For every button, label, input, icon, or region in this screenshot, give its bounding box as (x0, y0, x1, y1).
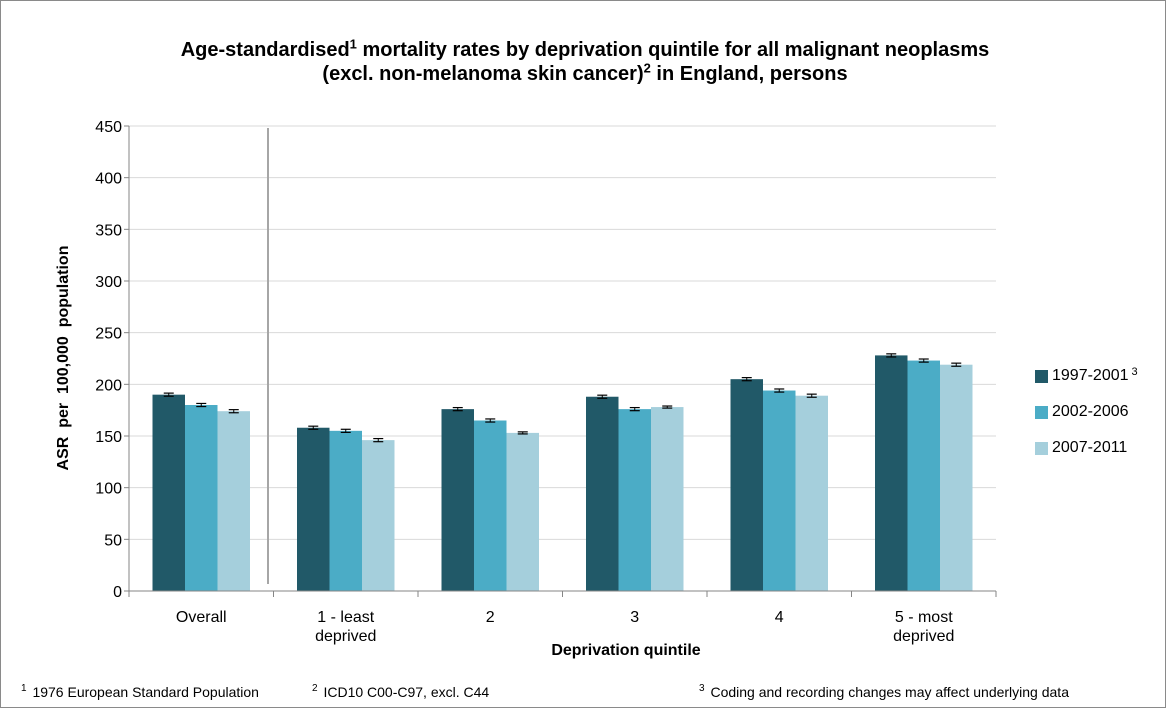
footnote-superscript: 3 (699, 683, 705, 695)
y-tick-label: 450 (95, 119, 122, 136)
x-tick-label-line: 1 - least (317, 609, 374, 626)
x-tick-label-line: deprived (893, 628, 954, 645)
footnotes: 1 1976 European Standard Population 2 IC… (0, 684, 1166, 706)
x-tick-label: 2 (486, 609, 495, 626)
legend-swatch (1035, 441, 1048, 455)
bar (152, 394, 185, 591)
y-tick-label: 0 (113, 584, 122, 601)
bar (474, 420, 507, 591)
y-tick-label: 250 (95, 326, 122, 343)
y-axis-label: ASR per 100,000 population (55, 246, 72, 471)
footnote-2: 2 ICD10 C00-C97, excl. C44 (312, 684, 489, 700)
x-tick-label-line: 3 (630, 609, 639, 626)
x-tick-label-line: 2 (486, 609, 495, 626)
x-tick-label: 5 - most deprived (893, 609, 954, 645)
bar (618, 409, 651, 591)
footnote-text: ICD10 C00-C97, excl. C44 (319, 684, 490, 700)
x-tick-label: 4 (775, 609, 784, 626)
bar (185, 405, 218, 591)
x-tick-label-line: Overall (176, 609, 227, 626)
y-tick-label: 100 (95, 481, 122, 498)
bar (795, 395, 828, 591)
footnote-3: 3 Coding and recording changes may affec… (699, 684, 1069, 700)
footnote-superscript: 1 (21, 683, 27, 695)
bar (217, 411, 250, 591)
bar (297, 427, 330, 591)
footnote-1: 1 1976 European Standard Population (21, 684, 259, 700)
bar (651, 407, 684, 591)
x-tick-label: 3 (630, 609, 639, 626)
legend-label: 1997-2001 (1052, 367, 1129, 384)
title-part: in England, persons (650, 63, 848, 85)
x-tick-label: Overall (176, 609, 227, 626)
title-superscript: 1 (349, 36, 357, 52)
bar (940, 364, 973, 591)
bar (586, 396, 619, 591)
y-tick-label: 350 (95, 222, 122, 239)
y-tick-label: 400 (95, 171, 122, 188)
title-part: Age-standardised (180, 39, 350, 61)
footnote-superscript: 2 (312, 683, 318, 695)
legend-item-1997-2001: 1997-2001 3 (1035, 358, 1138, 394)
legend-swatch (1035, 369, 1048, 383)
bar (875, 355, 908, 591)
bar (329, 430, 362, 591)
y-tick-label: 200 (95, 377, 122, 394)
legend: 1997-2001 3 2002-2006 2007-2011 (1035, 358, 1138, 466)
footnote-text: Coding and recording changes may affect … (706, 684, 1069, 700)
title-part: (excl. non-melanoma skin cancer) (322, 63, 644, 85)
legend-swatch (1035, 405, 1048, 419)
legend-label: 2007-2011 (1052, 439, 1128, 456)
x-axis-label: Deprivation quintile (551, 642, 700, 659)
title-line-2: (excl. non-melanoma skin cancer)2 in Eng… (20, 60, 1150, 86)
bar (730, 379, 763, 591)
bar (441, 409, 474, 591)
legend-superscript: 3 (1131, 366, 1138, 378)
y-tick-label: 150 (95, 429, 122, 446)
legend-item-2007-2011: 2007-2011 (1035, 430, 1138, 466)
legend-label: 2002-2006 (1052, 403, 1129, 420)
bar (907, 360, 940, 591)
y-tick-label: 50 (104, 532, 122, 549)
y-tick-label: 300 (95, 274, 122, 291)
x-tick-label-line: deprived (315, 628, 376, 645)
x-tick-label-line: 5 - most (895, 609, 953, 626)
legend-item-2002-2006: 2002-2006 (1035, 394, 1138, 430)
footnote-text: 1976 European Standard Population (28, 684, 259, 700)
title-line-1: Age-standardised1 mortality rates by dep… (20, 36, 1150, 62)
chart-title: Age-standardised1 mortality rates by dep… (20, 36, 1150, 86)
title-part: mortality rates by deprivation quintile … (356, 39, 990, 61)
title-superscript: 2 (643, 60, 651, 76)
x-tick-label-line: 4 (775, 609, 784, 626)
bar (763, 390, 796, 591)
x-tick-label: 1 - least deprived (315, 609, 376, 645)
bar (506, 432, 539, 591)
bar (362, 440, 395, 591)
